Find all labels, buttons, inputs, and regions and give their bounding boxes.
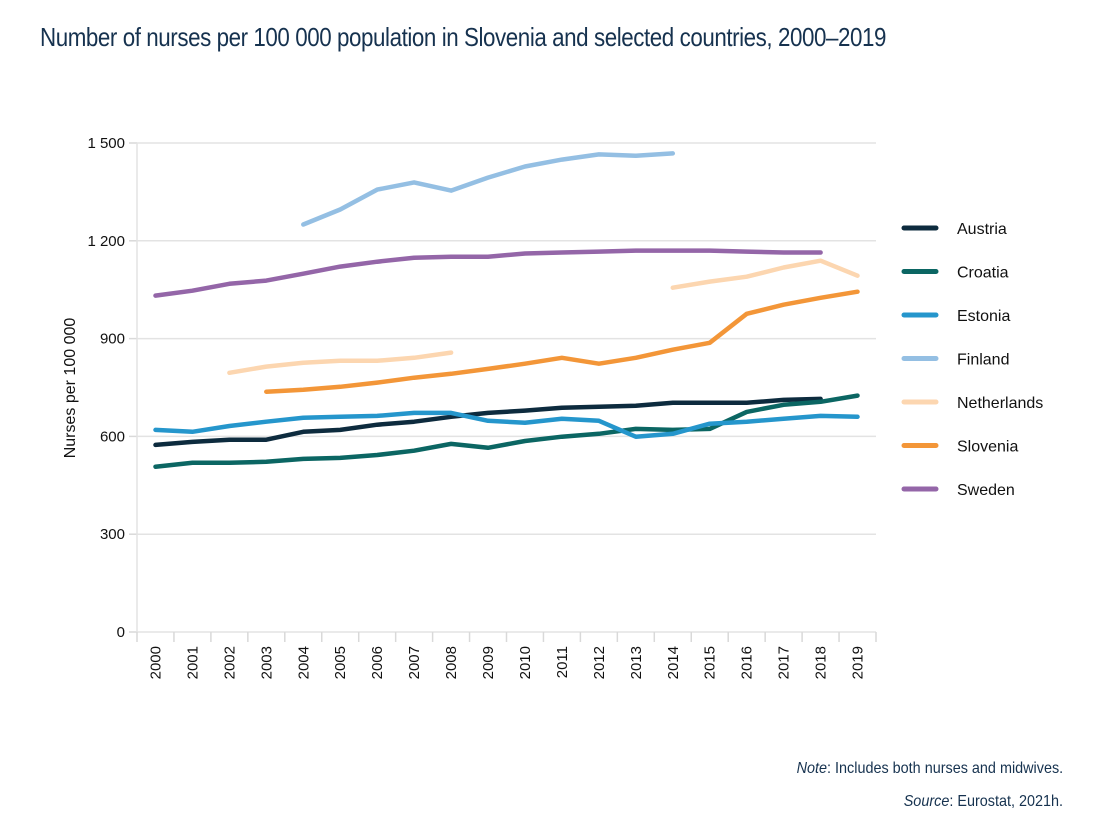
- x-tick-label: 2001: [184, 646, 201, 679]
- series-line: [227, 350, 454, 376]
- series-slovenia: [264, 289, 860, 394]
- x-tick-label: 2017: [776, 646, 793, 679]
- legend-item: Netherlands: [901, 395, 1043, 412]
- x-tick-label: 2013: [628, 646, 645, 679]
- note-text: : Includes both nurses and midwives.: [826, 760, 1063, 777]
- series-line: [153, 410, 860, 439]
- source-label: Source: [903, 793, 950, 810]
- legend-label: Austria: [957, 221, 1007, 238]
- legend-label: Slovenia: [957, 439, 1018, 456]
- x-tick-label: 2018: [813, 646, 830, 679]
- legend-label: Croatia: [957, 265, 1009, 282]
- gridlines: [137, 142, 876, 633]
- chart-note: Note: Includes both nurses and midwives.: [796, 760, 1063, 778]
- chart-source: Source: Eurostat, 2021h.: [904, 793, 1063, 811]
- legend-label: Estonia: [957, 308, 1010, 325]
- chart-title: Number of nurses per 100 000 population …: [40, 22, 887, 52]
- x-tick-label: 2014: [665, 646, 682, 679]
- x-tick-label: 2003: [258, 646, 275, 679]
- legend-item: Sweden: [901, 482, 1015, 499]
- legend-label: Sweden: [957, 482, 1015, 499]
- x-tick-label: 2007: [406, 646, 423, 679]
- y-tick-label: 1 500: [87, 135, 125, 152]
- x-tick-label: 2015: [702, 646, 719, 679]
- x-tick-label: 2005: [332, 646, 349, 679]
- series-lines: [153, 151, 860, 469]
- x-tick-label: 2009: [480, 646, 497, 679]
- x-tick-label: 2010: [517, 646, 534, 679]
- legend-item: Estonia: [901, 308, 1010, 325]
- y-axis-title: Nurses per 100 000: [62, 318, 79, 459]
- x-tick-label: 2016: [739, 646, 756, 679]
- y-tick-label: 1 200: [87, 233, 125, 250]
- x-tick-label: 2006: [369, 646, 386, 679]
- series-line: [264, 289, 860, 394]
- x-tick-label: 2008: [443, 646, 460, 679]
- legend-item: Slovenia: [901, 439, 1018, 456]
- x-tick-label: 2012: [591, 646, 608, 679]
- series-austria: [153, 396, 823, 448]
- legend-item: Austria: [901, 221, 1007, 238]
- series-croatia: [153, 393, 860, 469]
- note-label: Note: [796, 760, 827, 777]
- legend-label: Netherlands: [957, 395, 1043, 412]
- x-tick-label: 2011: [554, 646, 571, 678]
- y-tick-label: 0: [117, 624, 125, 641]
- series-line: [153, 248, 823, 298]
- series-estonia: [153, 410, 860, 439]
- x-tick-label: 2004: [295, 646, 312, 679]
- y-tick-label: 600: [100, 428, 125, 445]
- series-line: [153, 396, 823, 448]
- legend-item: Croatia: [901, 265, 1009, 282]
- y-tick-label: 900: [100, 331, 125, 348]
- legend: Austria Croatia Estonia Finland Netherlands S…: [901, 221, 1043, 499]
- y-tick-label: 300: [100, 526, 125, 543]
- series-line: [301, 151, 676, 227]
- legend-item: Finland: [901, 352, 1009, 369]
- x-tick-label: 2002: [221, 646, 238, 679]
- series-finland: [301, 151, 676, 227]
- series-sweden: [153, 248, 823, 298]
- x-tick-label: 2000: [147, 646, 164, 679]
- source-text: : Eurostat, 2021h.: [949, 793, 1063, 810]
- series-netherlands: [227, 258, 860, 376]
- series-line: [153, 393, 860, 469]
- x-tick-label: 2019: [850, 646, 867, 679]
- legend-label: Finland: [957, 352, 1009, 369]
- series-line: [670, 258, 860, 290]
